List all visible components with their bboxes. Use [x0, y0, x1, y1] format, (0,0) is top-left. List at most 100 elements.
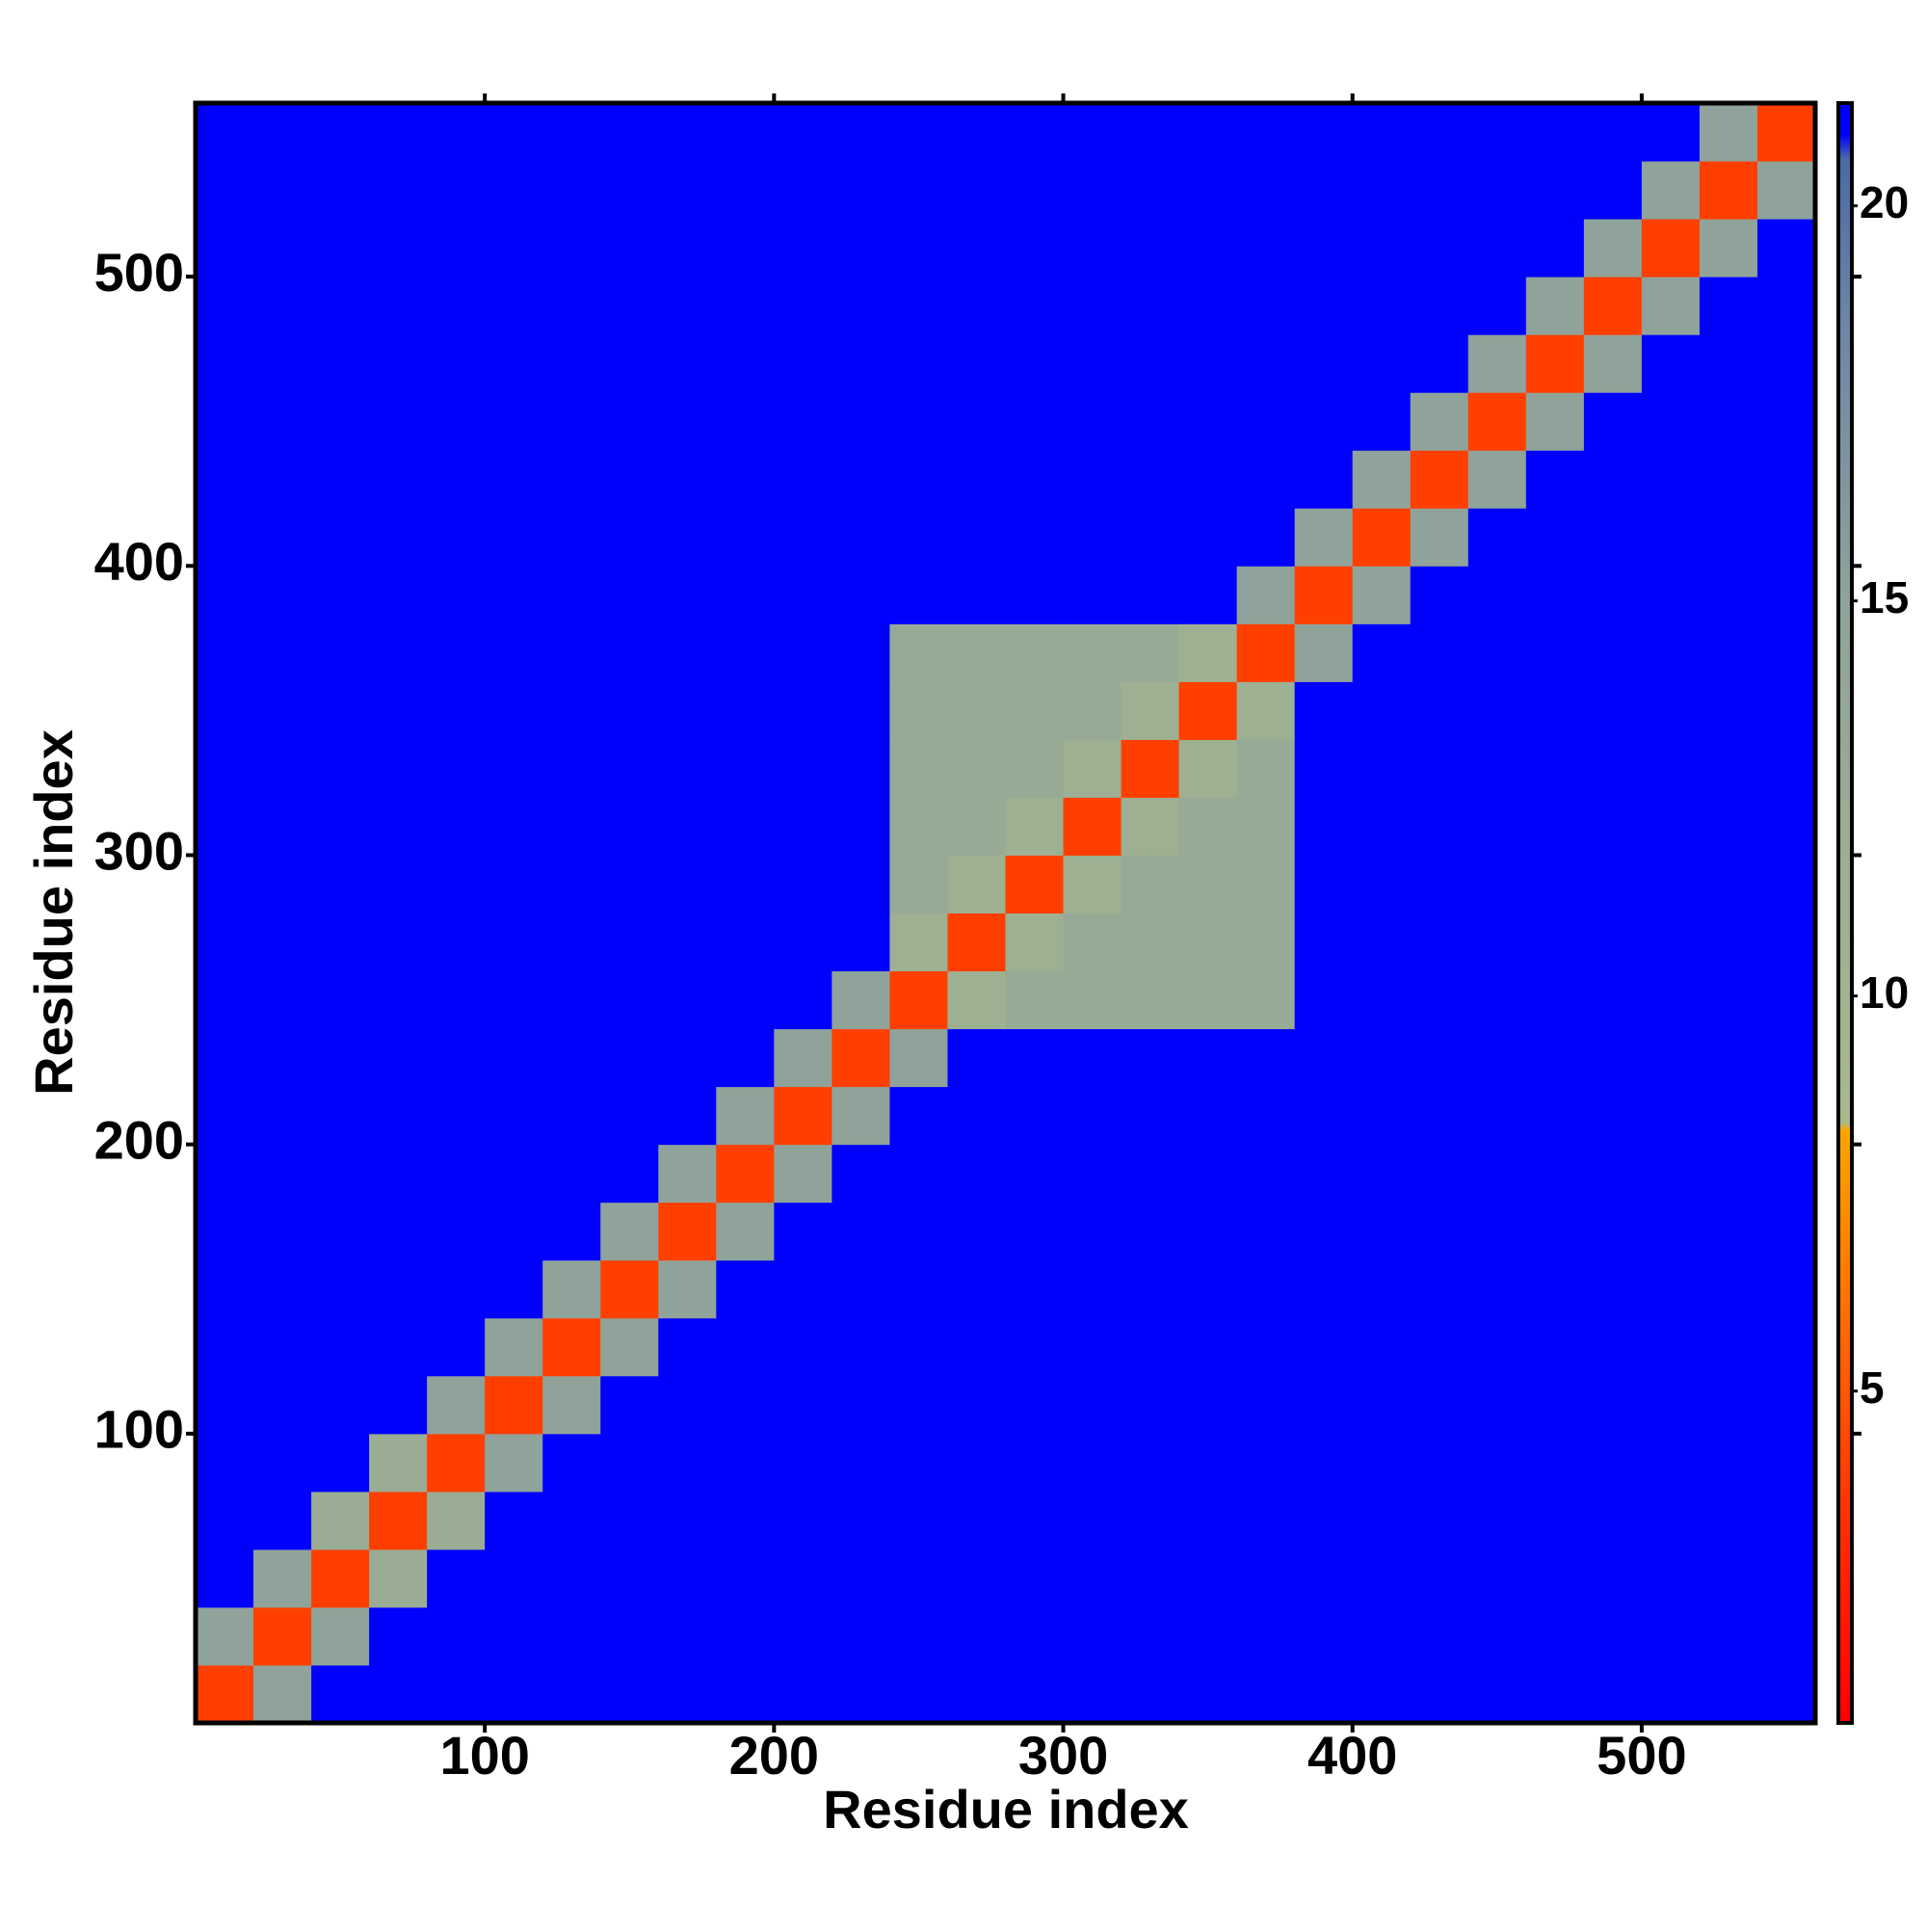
heatmap-cell [1410, 566, 1469, 624]
heatmap-cell [311, 1548, 370, 1608]
heatmap-cell [1525, 103, 1585, 162]
heatmap-cell [1121, 1375, 1180, 1435]
heatmap-cell [774, 103, 832, 162]
heatmap-cell [658, 913, 717, 972]
heatmap-cell [196, 1491, 254, 1550]
heatmap-cell [947, 681, 1006, 740]
heatmap-cell [1178, 450, 1238, 509]
heatmap-cell [774, 623, 832, 682]
heatmap-cell [832, 681, 890, 740]
heatmap-cell [427, 334, 486, 393]
heatmap-cell [1178, 566, 1238, 624]
heatmap-cell [1121, 681, 1180, 740]
heatmap-cell [1467, 392, 1527, 451]
x-tick-label: 200 [729, 1725, 819, 1786]
heatmap-cell [485, 161, 543, 220]
heatmap-cell [1005, 739, 1065, 798]
heatmap-cell [1294, 450, 1354, 509]
heatmap-cell [311, 1433, 370, 1493]
heatmap-cell [1756, 1606, 1816, 1666]
heatmap-cell [311, 334, 370, 393]
heatmap-cell [1352, 623, 1412, 682]
heatmap-cell [253, 1606, 312, 1666]
heatmap-cell [832, 1664, 890, 1724]
heatmap-cell [1410, 277, 1469, 335]
heatmap-cell [369, 623, 428, 682]
heatmap-cell [427, 1548, 486, 1608]
heatmap-cell [1410, 1491, 1469, 1550]
heatmap-cell [542, 1144, 601, 1204]
heatmap-cell [1236, 681, 1296, 740]
heatmap-cell [485, 739, 543, 798]
heatmap-cell [832, 508, 890, 567]
heatmap-cell [253, 1202, 312, 1261]
heatmap-cell [1410, 1028, 1469, 1088]
heatmap-cell [1756, 681, 1816, 740]
heatmap-cell [542, 103, 601, 162]
heatmap-cell [889, 681, 948, 740]
heatmap-cell [716, 855, 775, 913]
heatmap-cell [832, 913, 890, 972]
heatmap-cell [1583, 1259, 1643, 1319]
heatmap-cell [1467, 913, 1527, 972]
heatmap-cell [1005, 970, 1065, 1030]
heatmap-cell [1294, 334, 1354, 393]
heatmap-cell [311, 1317, 370, 1377]
heatmap-cell [1699, 797, 1758, 856]
heatmap-cell [369, 219, 428, 278]
heatmap-cell [1467, 1144, 1527, 1204]
heatmap-cell [1121, 508, 1180, 567]
heatmap-cell [369, 1317, 428, 1377]
heatmap-cell [427, 219, 486, 278]
heatmap-cell [1294, 623, 1354, 682]
heatmap-cell [542, 161, 601, 220]
heatmap-cell [427, 1028, 486, 1088]
heatmap-cell [1756, 1317, 1816, 1377]
heatmap-cell [1178, 623, 1238, 682]
heatmap-cell [485, 855, 543, 913]
heatmap-cell [311, 1028, 370, 1088]
heatmap-cell [1178, 103, 1238, 162]
heatmap-cell [1352, 1202, 1412, 1261]
heatmap-cell [542, 739, 601, 798]
heatmap-cell [1525, 1548, 1585, 1608]
heatmap-cell [658, 1433, 717, 1493]
heatmap-cell [774, 1606, 832, 1666]
heatmap-cell [716, 1606, 775, 1666]
heatmap-cell [1178, 508, 1238, 567]
heatmap-cell [1583, 1086, 1643, 1146]
heatmap-cell [600, 566, 659, 624]
heatmap-cell [253, 277, 312, 335]
heatmap-cell [542, 1548, 601, 1608]
heatmap-cell [1005, 1317, 1065, 1377]
heatmap-cell [1583, 103, 1643, 162]
heatmap-cell [1005, 219, 1065, 278]
heatmap-cell [832, 1202, 890, 1261]
heatmap-cell [1005, 623, 1065, 682]
heatmap-cell [658, 623, 717, 682]
heatmap-cell [1583, 797, 1643, 856]
heatmap-cell [1294, 508, 1354, 567]
heatmap-cell [1525, 1202, 1585, 1261]
heatmap-cell [1294, 1259, 1354, 1319]
heatmap-cell [889, 855, 948, 913]
heatmap-cell [485, 1202, 543, 1261]
heatmap-cell [716, 739, 775, 798]
heatmap-cell [1641, 970, 1701, 1030]
heatmap-cell [947, 1664, 1006, 1724]
heatmap-cell [253, 1491, 312, 1550]
heatmap-cell [889, 1028, 948, 1088]
heatmap-cell [1641, 1028, 1701, 1088]
heatmap-cell [1236, 1028, 1296, 1088]
heatmap-cell [716, 913, 775, 972]
heatmap-cell [774, 1317, 832, 1377]
heatmap-cell [196, 1259, 254, 1319]
heatmap-cell [427, 913, 486, 972]
colorbar-tick-label: 5 [1860, 1363, 1885, 1413]
heatmap-cell [1410, 161, 1469, 220]
heatmap-cell [1525, 219, 1585, 278]
heatmap-cell [1699, 855, 1758, 913]
heatmap-cell [1583, 1144, 1643, 1204]
y-tick-label: 400 [94, 531, 184, 592]
heatmap-cell [369, 277, 428, 335]
